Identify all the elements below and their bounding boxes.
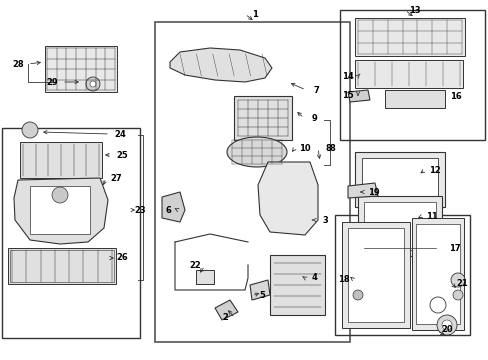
Bar: [20, 142, 102, 178]
Polygon shape: [347, 90, 369, 102]
Text: 4: 4: [311, 274, 317, 283]
Text: 15: 15: [342, 90, 353, 99]
Circle shape: [86, 77, 100, 91]
Text: 24: 24: [114, 130, 125, 139]
Bar: [361, 158, 437, 201]
Bar: [363, 202, 435, 250]
Bar: [354, 60, 462, 88]
Text: 18: 18: [338, 275, 349, 284]
Text: 26: 26: [116, 253, 128, 262]
Ellipse shape: [226, 137, 286, 167]
Bar: [2, 128, 140, 338]
Text: 27: 27: [110, 174, 122, 183]
Text: 16: 16: [449, 91, 461, 100]
Text: 21: 21: [455, 279, 467, 288]
Bar: [334, 215, 469, 335]
Bar: [341, 222, 409, 328]
Bar: [196, 270, 214, 284]
Bar: [384, 90, 444, 108]
Polygon shape: [347, 183, 377, 198]
Bar: [30, 186, 90, 234]
Text: 2: 2: [222, 314, 227, 323]
Text: 19: 19: [367, 188, 379, 197]
Text: 23: 23: [134, 206, 145, 215]
Text: 8: 8: [329, 144, 335, 153]
Bar: [347, 228, 403, 322]
Polygon shape: [269, 255, 325, 315]
Text: 17: 17: [448, 243, 460, 252]
Bar: [357, 196, 441, 256]
Text: 3: 3: [322, 216, 327, 225]
Polygon shape: [249, 280, 269, 300]
Text: 12: 12: [428, 166, 440, 175]
Bar: [354, 152, 444, 207]
Text: 5: 5: [259, 292, 264, 301]
Polygon shape: [162, 192, 184, 222]
Text: 9: 9: [310, 113, 316, 122]
Circle shape: [452, 290, 462, 300]
Text: 20: 20: [440, 325, 452, 334]
Text: 7: 7: [312, 86, 318, 95]
Text: 6: 6: [165, 206, 171, 215]
Bar: [10, 250, 114, 282]
Bar: [354, 18, 464, 56]
Circle shape: [22, 122, 38, 138]
Circle shape: [52, 187, 68, 203]
Text: 1: 1: [251, 9, 257, 18]
Bar: [8, 248, 116, 284]
Polygon shape: [215, 300, 238, 320]
Bar: [411, 218, 463, 330]
Polygon shape: [234, 96, 291, 140]
Polygon shape: [14, 178, 108, 244]
Circle shape: [450, 273, 464, 287]
Text: 10: 10: [299, 144, 310, 153]
Polygon shape: [258, 162, 317, 235]
Text: 29: 29: [46, 77, 58, 86]
Text: 14: 14: [342, 72, 353, 81]
Bar: [45, 46, 117, 92]
Text: 28: 28: [12, 59, 24, 68]
Circle shape: [441, 320, 451, 330]
Circle shape: [352, 290, 362, 300]
Text: 25: 25: [116, 150, 128, 159]
Text: 22: 22: [189, 261, 201, 270]
Text: 13: 13: [408, 5, 420, 14]
Bar: [339, 10, 484, 140]
PathPatch shape: [170, 48, 271, 82]
Circle shape: [436, 315, 456, 335]
Text: 8: 8: [325, 144, 330, 153]
Circle shape: [90, 81, 96, 87]
Text: 11: 11: [425, 212, 437, 220]
Bar: [155, 22, 349, 342]
Bar: [415, 224, 459, 324]
